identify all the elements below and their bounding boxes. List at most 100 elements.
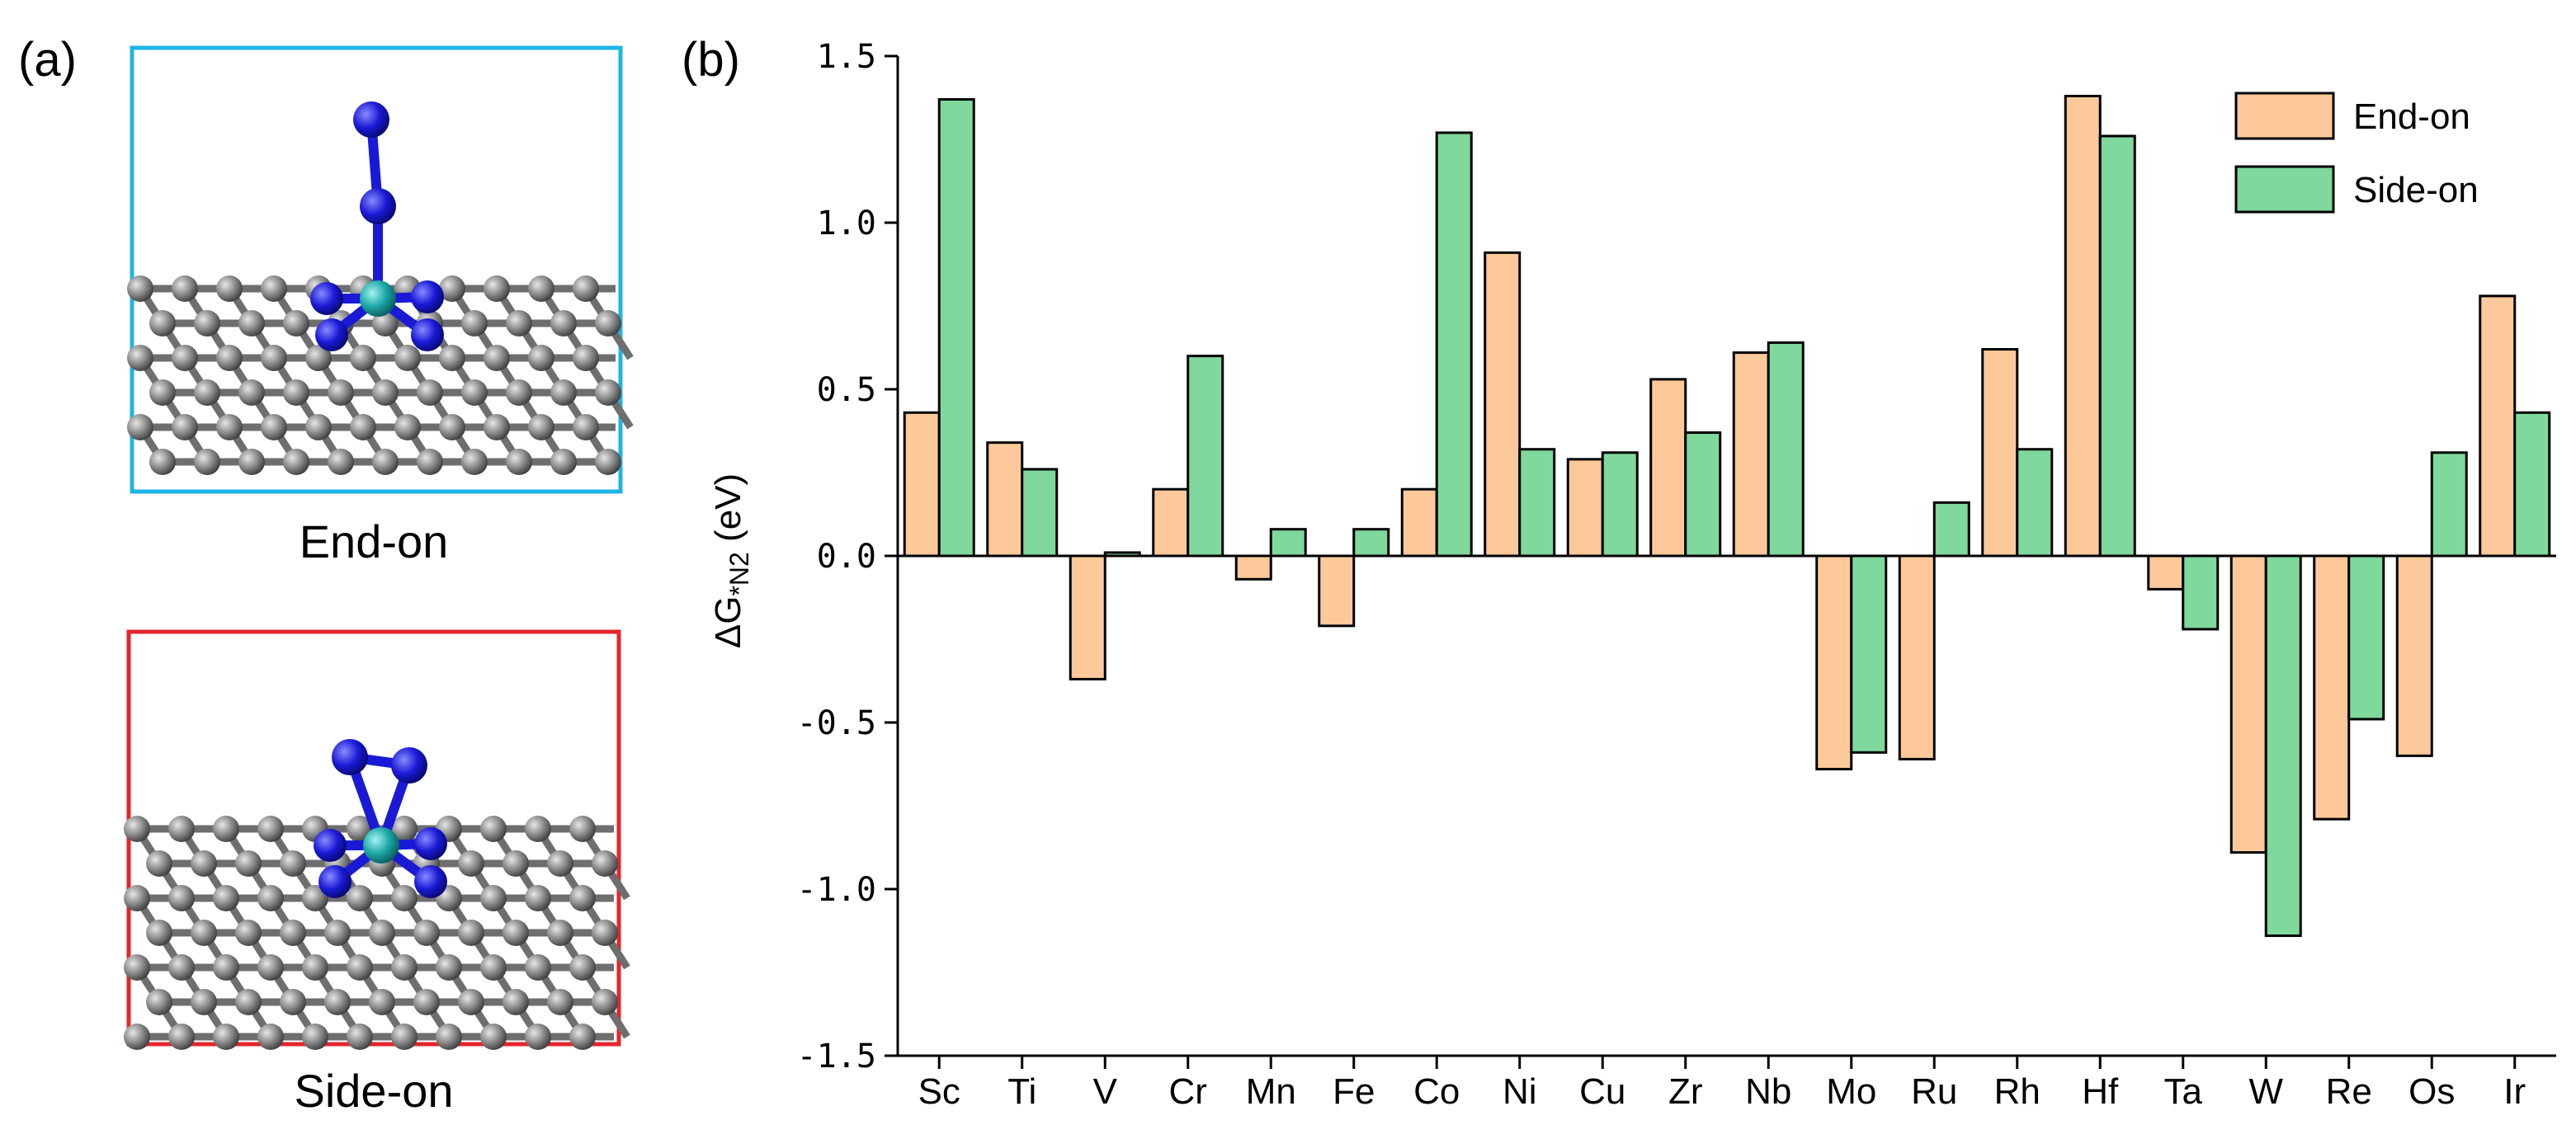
bar-end-on-ir: [2479, 294, 2517, 558]
carbon-atom: [484, 275, 510, 302]
carbon-atom: [194, 449, 220, 475]
carbon-atom: [213, 954, 239, 981]
bar-end-on-ta: [2147, 554, 2185, 591]
carbon-atom: [127, 414, 153, 440]
legend-label-end-on: End-on: [2353, 96, 2470, 137]
end-on-adsorption-site: [310, 101, 444, 351]
x-tick-label-ni: Ni: [1503, 1071, 1537, 1112]
carbon-atom: [480, 1024, 507, 1050]
carbon-atom: [413, 920, 440, 946]
carbon-atom: [592, 850, 618, 877]
y-tick-label: -1.5: [797, 1038, 876, 1075]
x-tick-label-v: V: [1093, 1071, 1118, 1112]
carbon-atom: [238, 310, 265, 337]
y-tick-label: -1.0: [797, 871, 876, 909]
carbon-atom: [261, 345, 287, 371]
carbon-atom: [369, 920, 395, 946]
bar-end-on-cu: [1566, 458, 1604, 558]
carbon-atom: [194, 310, 220, 337]
y-tick-label: 1.5: [817, 38, 876, 76]
carbon-atom: [213, 1024, 239, 1050]
nitrogen-atom: [411, 318, 444, 351]
carbon-atom: [305, 345, 332, 371]
carbon-atom: [369, 989, 395, 1015]
bar-side-on-w: [2264, 554, 2302, 938]
carbon-atom: [391, 816, 418, 842]
bar-side-on-ru: [1932, 501, 1970, 558]
bar-side-on-re: [2347, 554, 2385, 721]
carbon-atom: [550, 449, 577, 475]
carbon-atom: [439, 275, 465, 302]
carbon-atom: [458, 920, 484, 946]
panel-a: (a) End-on Side-on: [18, 33, 634, 1117]
carbon-atom: [550, 310, 577, 337]
bar-end-on-w: [2229, 554, 2267, 854]
carbon-atom: [257, 1024, 284, 1050]
carbon-atom: [502, 850, 529, 877]
carbon-atom: [213, 885, 239, 911]
carbon-atom: [216, 345, 243, 371]
nitrogen-atom: [414, 827, 447, 860]
carbon-atom: [235, 989, 262, 1015]
carbon-atom: [480, 954, 507, 981]
carbon-atom: [280, 850, 306, 877]
carbon-atom: [328, 379, 354, 406]
bar-side-on-nb: [1767, 341, 1805, 558]
carbon-atom: [238, 449, 265, 475]
x-tick-label-rh: Rh: [1994, 1071, 2041, 1112]
carbon-atom: [502, 989, 529, 1015]
carbon-atom: [528, 275, 554, 302]
carbon-atom: [168, 1024, 195, 1050]
bar-side-on-hf: [2098, 134, 2136, 558]
carbon-atom: [146, 920, 172, 946]
carbon-atom: [168, 885, 195, 911]
carbon-atom: [595, 379, 621, 406]
carbon-atom: [573, 414, 599, 440]
carbon-atom: [324, 989, 351, 1015]
x-tick-label-hf: Hf: [2082, 1071, 2119, 1112]
carbon-atom: [480, 885, 507, 911]
carbon-atom: [283, 310, 309, 337]
carbon-atom: [506, 379, 532, 406]
legend-swatch-side-on: [2234, 165, 2335, 214]
carbon-atom: [528, 345, 554, 371]
bar-end-on-ti: [986, 441, 1024, 558]
carbon-atom: [261, 414, 287, 440]
carbon-atom: [257, 885, 284, 911]
bar-end-on-mn: [1234, 554, 1272, 581]
bar-side-on-cr: [1187, 355, 1224, 558]
end-on-caption: End-on: [300, 515, 449, 567]
carbon-atom: [350, 414, 376, 440]
carbon-atom: [436, 1024, 462, 1050]
side-on-graphene-lattice: [124, 816, 630, 1050]
carbon-atom: [191, 850, 217, 877]
bar-side-on-co: [1435, 131, 1473, 558]
carbon-atom: [235, 850, 262, 877]
nitrogen-atom: [414, 865, 447, 898]
carbon-atom: [569, 1024, 596, 1050]
carbon-atom: [394, 345, 421, 371]
bar-side-on-os: [2430, 451, 2468, 558]
carbon-atom: [528, 414, 554, 440]
carbon-atom: [550, 379, 577, 406]
carbon-atom: [261, 275, 287, 302]
carbon-atom: [350, 345, 376, 371]
bar-end-on-sc: [903, 411, 941, 558]
bar-end-on-mo: [1815, 554, 1853, 771]
carbon-atom: [458, 850, 484, 877]
bar-end-on-ni: [1484, 251, 1522, 558]
carbon-atom: [372, 379, 399, 406]
carbon-atom: [302, 1024, 328, 1050]
carbon-atom: [417, 379, 443, 406]
carbon-atom: [525, 816, 551, 842]
nitrogen-atom: [318, 865, 351, 898]
carbon-atom: [595, 449, 621, 475]
legend: End-on Side-on: [2234, 92, 2479, 214]
carbon-atom: [347, 1024, 373, 1050]
bar-end-on-os: [2395, 554, 2433, 757]
carbon-atom: [525, 1024, 551, 1050]
carbon-atom: [191, 920, 217, 946]
carbon-atom: [413, 989, 440, 1015]
bars: [903, 94, 2551, 938]
x-tick-label-re: Re: [2326, 1071, 2372, 1112]
